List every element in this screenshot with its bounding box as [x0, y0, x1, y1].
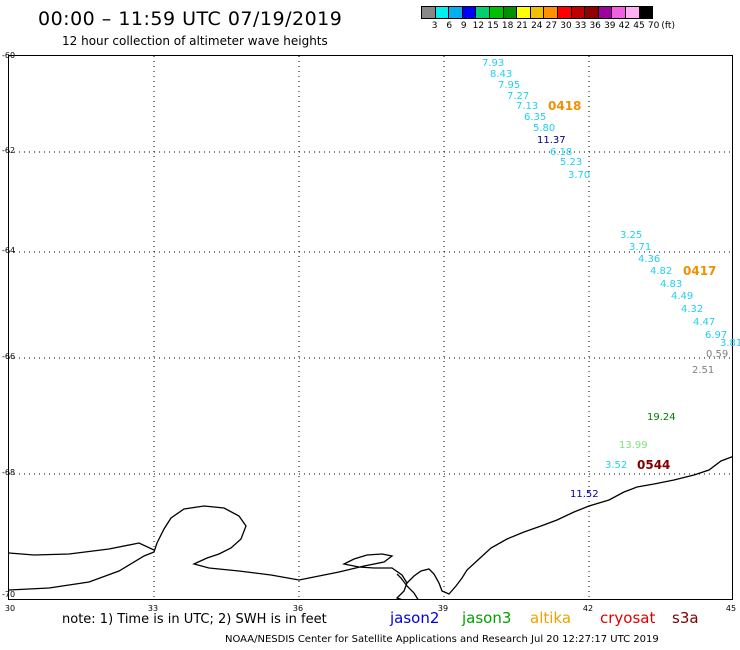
color-swatch: [421, 6, 436, 19]
page-subtitle: 12 hour collection of altimeter wave hei…: [62, 34, 328, 48]
color-swatch: [529, 6, 545, 19]
pass-time-label: 0418: [548, 99, 582, 113]
map-panel[interactable]: [8, 55, 733, 600]
wave-height-label: 13.99: [619, 440, 648, 451]
color-swatch: [638, 6, 654, 19]
color-swatch: [597, 6, 613, 19]
lon-label: 30: [4, 604, 16, 613]
wave-height-label: 11.52: [570, 489, 599, 500]
color-legend-labels: 3 6 9 12 15 18 21 24 27 30 33 36 39 42 45 70 (ft): [421, 21, 740, 35]
color-swatch: [461, 6, 477, 19]
wave-height-label: 5.23: [560, 157, 583, 168]
wave-height-label: 0.59: [706, 349, 729, 360]
wave-height-label: 4.47: [693, 317, 716, 328]
wave-height-label: 5.80: [533, 123, 556, 134]
color-swatch: [584, 6, 599, 19]
color-legend-label: 45: [633, 21, 645, 31]
color-swatch: [611, 6, 626, 19]
color-legend-label: 12: [472, 21, 485, 31]
lat-label: -68: [2, 468, 16, 477]
antarctic-coastline: [9, 505, 408, 599]
wave-height-label: 4.36: [638, 254, 661, 265]
lat-label: -66: [2, 352, 16, 361]
color-legend-label: 70: [647, 21, 660, 31]
wave-height-label: 3.71: [629, 242, 652, 253]
legend-s3a: s3a: [672, 609, 699, 627]
wave-height-label: 7.13: [516, 101, 539, 112]
wave-height-label: 6.18: [550, 147, 573, 158]
lon-label: 33: [147, 604, 159, 613]
color-legend-label: 39: [604, 21, 616, 31]
legend-altika: altika: [530, 609, 572, 627]
color-legend-label: (ft): [661, 21, 675, 31]
lat-label: -70: [2, 590, 16, 599]
color-legend-label: 27: [545, 21, 558, 31]
page-title: 00:00 – 11:59 UTC 07/19/2019: [38, 8, 343, 30]
color-legend-label: 9: [460, 21, 467, 31]
color-legend-label: 21: [516, 21, 528, 31]
color-swatch: [516, 6, 531, 19]
color-legend: [421, 6, 654, 19]
wave-height-label: 8.43: [490, 69, 513, 80]
credit-footer: NOAA/NESDIS Center for Satellite Applica…: [225, 634, 659, 645]
wave-height-label: 3.70: [568, 170, 591, 181]
lon-label: 36: [292, 604, 304, 613]
color-swatch: [556, 6, 572, 19]
wave-height-label: 7.27: [507, 91, 530, 102]
color-swatch: [448, 6, 463, 19]
color-swatch: [570, 6, 586, 19]
color-legend-label: 15: [487, 21, 499, 31]
wave-height-label: 4.49: [671, 291, 694, 302]
footnote: note: 1) Time is in UTC; 2) SWH is in fe…: [62, 612, 327, 627]
wave-height-label: 7.95: [498, 80, 521, 91]
legend-cryosat: cryosat: [600, 609, 656, 627]
color-legend-label: 30: [560, 21, 572, 31]
color-legend-label: 6: [446, 21, 453, 31]
color-legend-label: 3: [431, 21, 438, 31]
lat-label: -64: [2, 246, 16, 255]
color-legend-label: 24: [531, 21, 543, 31]
color-legend-label: 36: [589, 21, 601, 31]
grid-lines: [9, 56, 732, 599]
lat-label: -60: [2, 51, 16, 60]
wave-height-label: 7.93: [482, 58, 505, 69]
lat-label: -62: [2, 146, 16, 155]
wave-height-label: 2.51: [692, 365, 715, 376]
color-swatch: [488, 6, 504, 19]
coastline-island: [9, 542, 155, 556]
color-legend-label: 42: [618, 21, 631, 31]
color-legend-label: 33: [574, 21, 587, 31]
color-swatch: [624, 6, 640, 19]
color-swatch: [502, 6, 518, 19]
wave-height-label: 4.32: [681, 304, 704, 315]
lon-label: 39: [437, 604, 449, 613]
wave-height-label: 4.83: [660, 279, 683, 290]
wave-height-label: 3.25: [620, 230, 643, 241]
color-legend-label: 18: [501, 21, 514, 31]
coastline-inlet: [406, 456, 732, 595]
wave-height-label: 3.81: [720, 338, 740, 349]
color-swatch: [543, 6, 558, 19]
wave-height-label: 6.97: [705, 330, 728, 341]
legend-jason2: jason2: [390, 609, 440, 627]
color-swatch: [434, 6, 450, 19]
wave-height-label: 3.52: [605, 460, 628, 471]
wave-height-label: 6.35: [524, 112, 547, 123]
legend-jason3: jason3: [462, 609, 512, 627]
coastline-bay: [396, 573, 419, 599]
wave-height-label: 19.24: [647, 412, 676, 423]
color-swatch: [475, 6, 490, 19]
map-svg: [9, 56, 732, 599]
wave-height-label: 4.82: [650, 266, 673, 277]
pass-time-label: 0417: [683, 264, 717, 278]
lon-label: 42: [582, 604, 594, 613]
wave-height-label: 11.37: [537, 135, 566, 146]
lon-label: 45: [725, 604, 737, 613]
pass-time-label: 0544: [637, 458, 671, 472]
